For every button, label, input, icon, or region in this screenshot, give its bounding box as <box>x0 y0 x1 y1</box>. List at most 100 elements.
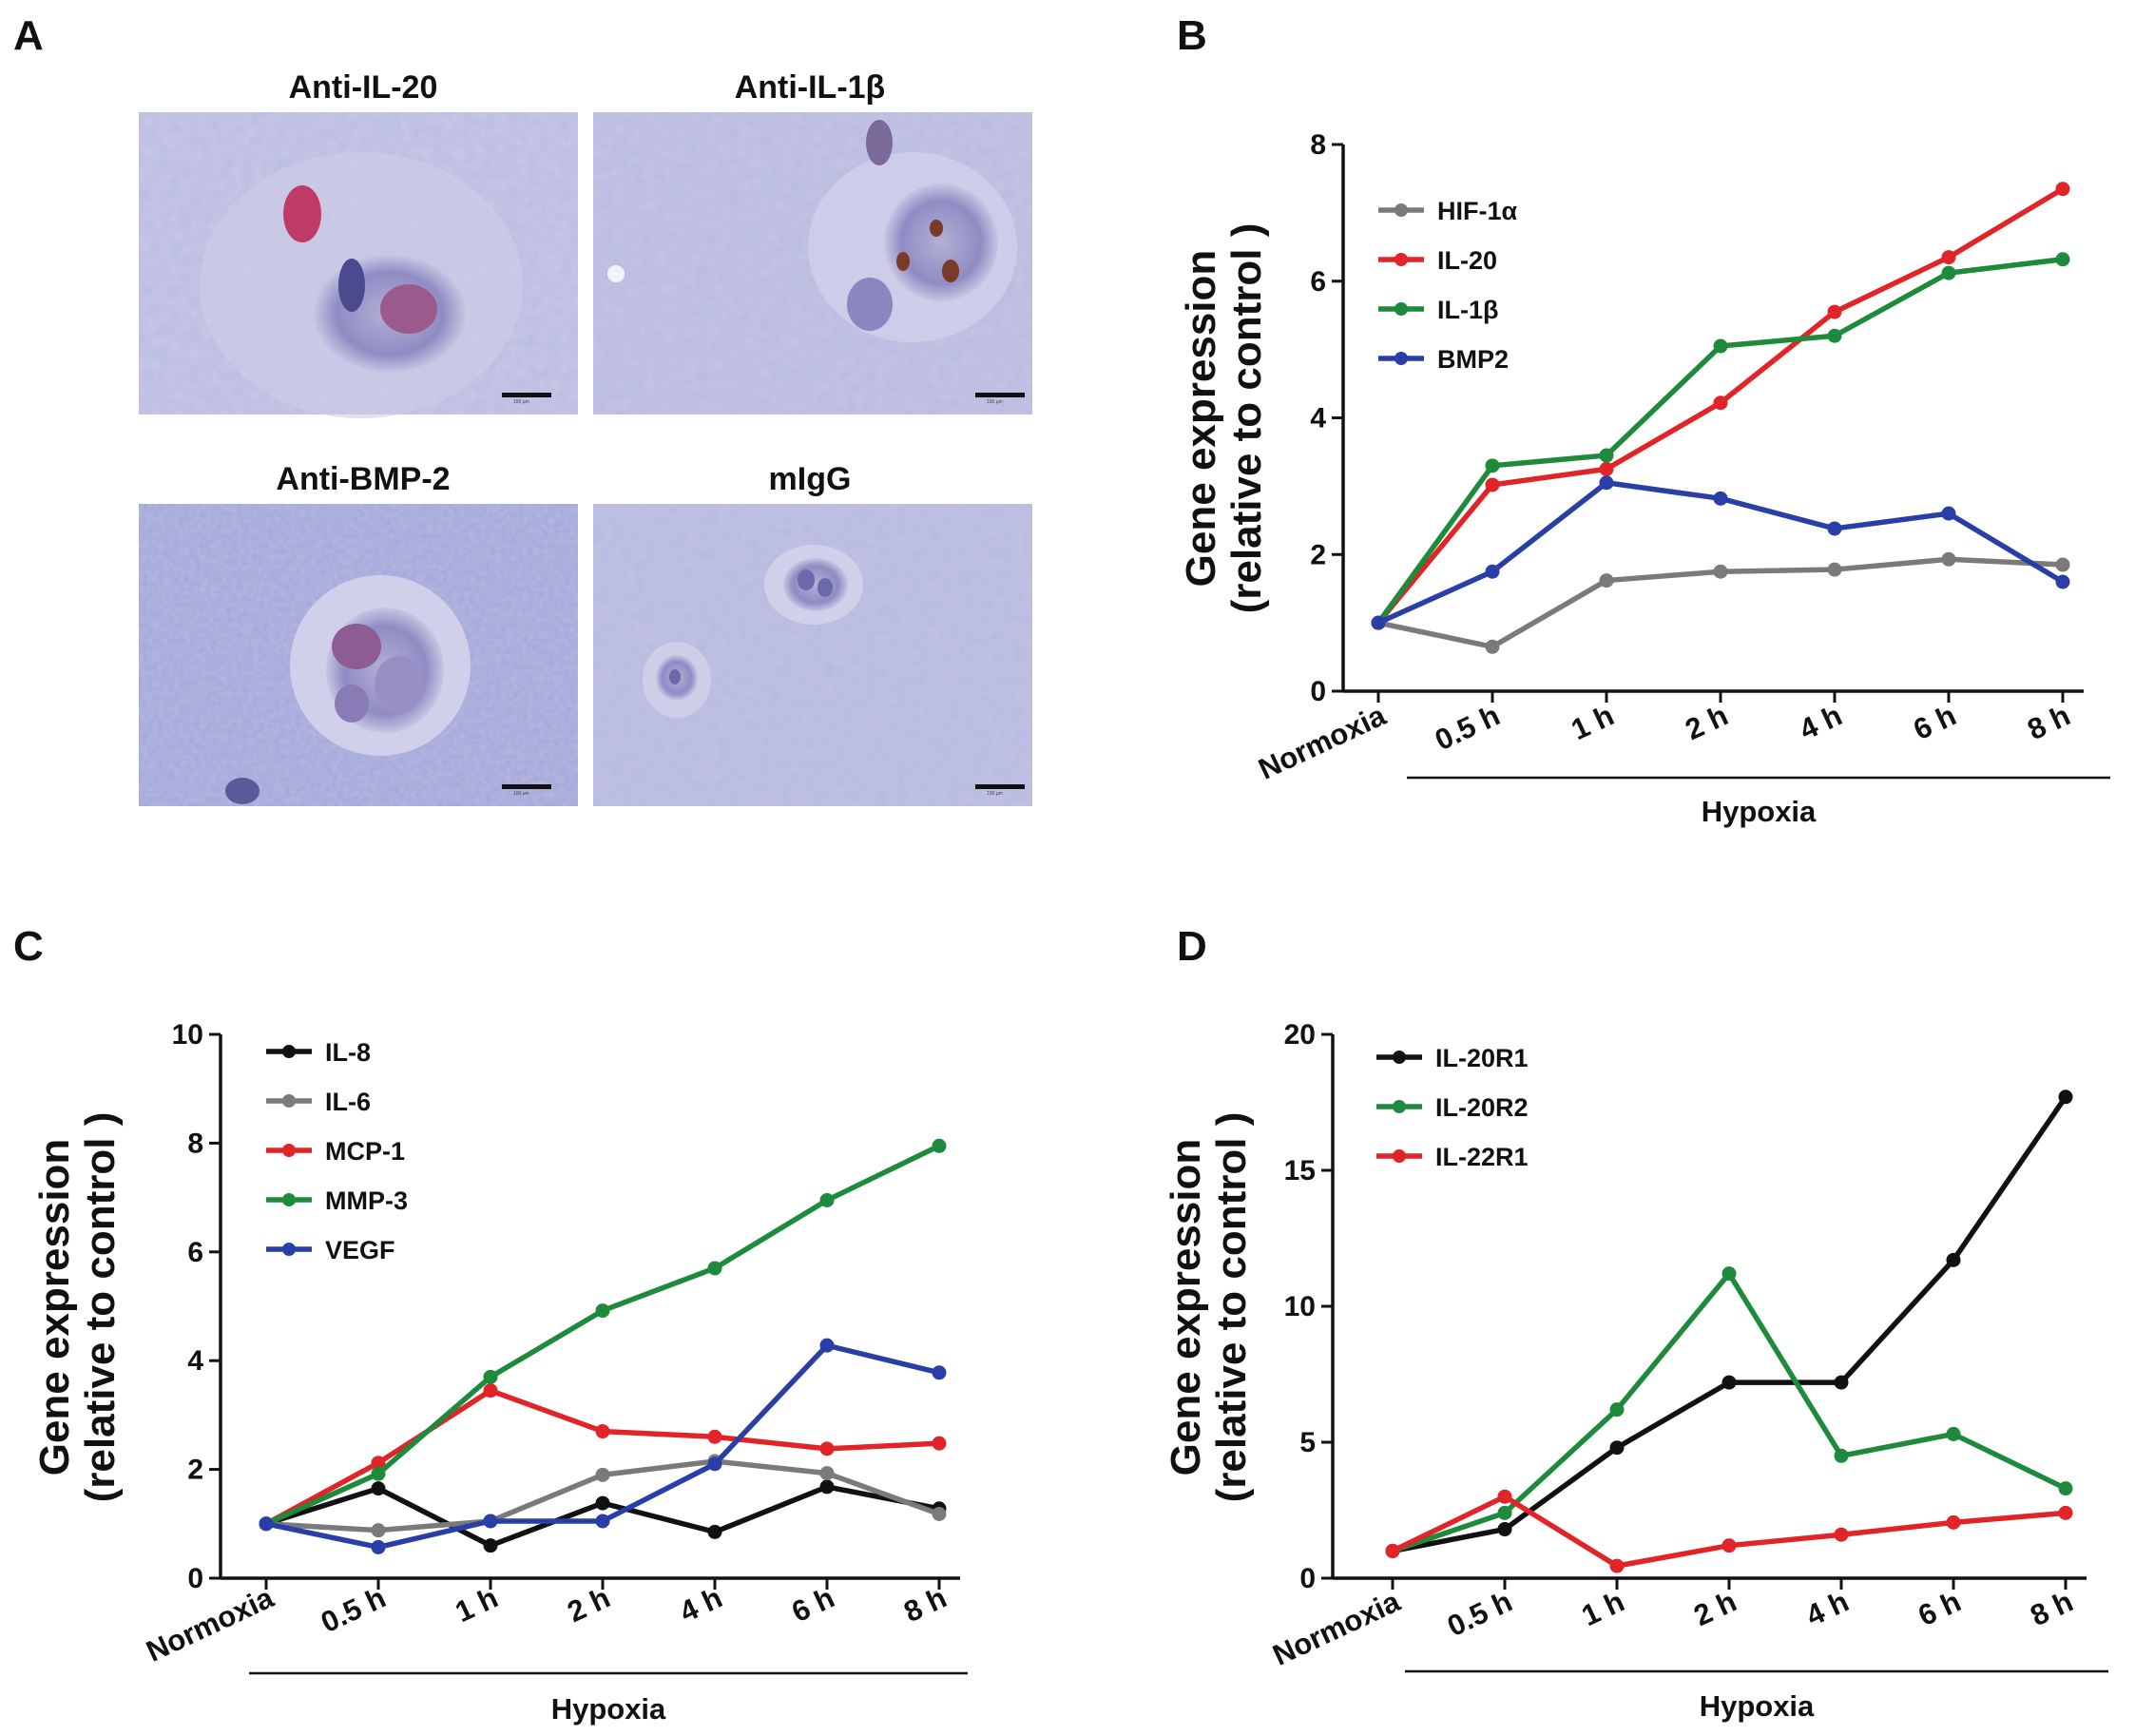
data-point-c-0-1 <box>371 1481 386 1496</box>
data-point-d-1-4 <box>1834 1448 1849 1463</box>
data-point-d-2-5 <box>1946 1514 1961 1530</box>
y-tick-label-d-2: 10 <box>1284 1291 1316 1322</box>
y-tick-label-c-1: 2 <box>187 1455 203 1486</box>
x-category-label-b-1: 0.5 h <box>1430 699 1505 758</box>
x-category-label-c-2: 1 h <box>451 1581 503 1630</box>
x-category-label-b-4: 4 h <box>1795 699 1847 747</box>
micrograph-title-il20: Anti-IL-20 <box>289 69 438 106</box>
data-point-d-1-5 <box>1946 1426 1961 1441</box>
x-category-label-c-3: 2 h <box>563 1581 615 1630</box>
scale-bar-label-4: 100 µm <box>987 791 1003 797</box>
data-point-b-0-2 <box>1599 573 1614 588</box>
legend-label-d-0: IL-20R1 <box>1435 1044 1529 1072</box>
data-point-c-3-2 <box>483 1369 498 1384</box>
legend-label-c-2: MCP-1 <box>325 1137 405 1166</box>
data-point-b-2-6 <box>2055 252 2070 267</box>
scale-bar-label-3: 100 µm <box>513 791 529 797</box>
data-point-b-0-5 <box>1941 551 1956 567</box>
data-point-c-3-4 <box>707 1261 722 1276</box>
legend-label-d-1: IL-20R2 <box>1435 1093 1529 1122</box>
y-tick-label-c-2: 4 <box>187 1345 203 1377</box>
legend-marker-c-0 <box>282 1045 296 1058</box>
y-tick-label-b-3: 6 <box>1310 266 1326 298</box>
y-axis-title-d: Gene expression <box>1163 1139 1209 1476</box>
panel-a-micrographs: Anti-IL-20 Anti-IL-1β Anti-BMP-2 mIgG 10… <box>139 69 1032 806</box>
scale-bar-label-2: 100 µm <box>987 399 1003 405</box>
data-point-b-2-3 <box>1713 338 1728 354</box>
chart-panel-c: 0 2 4 6 8 10 Normoxia 0.5 h 1 h 2 h 4 h 6 h 8 h Hypox… <box>31 1019 968 1726</box>
data-point-c-1-1 <box>371 1523 386 1538</box>
data-point-d-0-5 <box>1946 1252 1961 1267</box>
data-point-b-2-4 <box>1827 328 1842 343</box>
data-point-c-1-6 <box>932 1507 947 1522</box>
panel-letter-c: C <box>13 923 44 970</box>
data-point-d-2-6 <box>2058 1505 2073 1520</box>
series-line-d-1 <box>1392 1270 2068 1554</box>
data-point-d-0-3 <box>1721 1375 1737 1390</box>
legend-label-c-4: VEGF <box>325 1236 395 1264</box>
legend-marker-c-1 <box>282 1094 296 1108</box>
data-point-b-2-2 <box>1599 448 1614 463</box>
data-point-c-4-2 <box>483 1514 498 1529</box>
y-tick-label-c-3: 6 <box>187 1237 203 1268</box>
data-point-c-2-5 <box>819 1441 835 1456</box>
micrograph-anti-bmp2: 100 µm <box>139 504 578 806</box>
data-point-c-4-6 <box>932 1365 947 1380</box>
micrograph-anti-il20: 100 µm <box>139 112 578 418</box>
x-category-label-b-0: Normoxia <box>1254 698 1392 785</box>
data-point-d-2-0 <box>1385 1543 1400 1558</box>
x-category-label-b-5: 6 h <box>1909 699 1961 747</box>
data-point-b-1-6 <box>2055 182 2070 197</box>
x-category-label-b-6: 8 h <box>2023 699 2075 747</box>
data-point-c-3-1 <box>371 1466 386 1481</box>
data-point-b-0-3 <box>1713 564 1728 579</box>
data-point-b-2-5 <box>1941 265 1956 280</box>
x-category-label-b-2: 1 h <box>1567 699 1619 747</box>
y-tick-label-d-1: 5 <box>1299 1427 1316 1458</box>
x-category-label-c-4: 4 h <box>675 1581 727 1630</box>
x-category-label-d-6: 8 h <box>2026 1585 2078 1633</box>
data-point-c-4-4 <box>707 1456 722 1472</box>
x-category-label-d-0: Normoxia <box>1268 1584 1406 1671</box>
data-point-b-1-4 <box>1827 304 1842 319</box>
y-tick-label-b-4: 8 <box>1310 129 1326 161</box>
data-point-d-0-1 <box>1497 1522 1512 1537</box>
legend-label-c-0: IL-8 <box>325 1038 371 1067</box>
y-tick-label-b-2: 4 <box>1310 403 1326 434</box>
data-point-c-3-6 <box>932 1138 947 1153</box>
data-point-d-2-2 <box>1609 1558 1625 1573</box>
data-point-c-4-1 <box>371 1539 386 1554</box>
x-category-label-c-6: 8 h <box>899 1581 952 1630</box>
data-point-c-0-3 <box>595 1495 610 1511</box>
y-axis-title-b: Gene expression <box>1178 250 1224 588</box>
data-point-d-0-2 <box>1609 1440 1625 1456</box>
chart-panel-d: 0 5 10 15 20 Normoxia 0.5 h 1 h 2 h 4 h 6 h 8 h Hypo… <box>1163 1019 2108 1723</box>
data-point-d-0-4 <box>1834 1375 1849 1390</box>
micrograph-title-migg: mIgG <box>769 461 852 497</box>
data-point-d-1-2 <box>1609 1402 1625 1418</box>
legend-label-b-1: IL-20 <box>1437 246 1497 275</box>
data-point-b-3-5 <box>1941 506 1956 521</box>
x-category-label-d-1: 0.5 h <box>1442 1585 1517 1644</box>
data-point-b-3-2 <box>1599 475 1614 491</box>
data-point-c-1-3 <box>595 1467 610 1482</box>
legend-label-b-3: BMP2 <box>1437 345 1509 374</box>
legend-marker-d-0 <box>1393 1051 1406 1064</box>
panel-letter-a: A <box>13 12 44 59</box>
data-point-d-2-4 <box>1834 1527 1849 1542</box>
data-point-c-3-5 <box>819 1192 835 1207</box>
hypoxia-label-c: Hypoxia <box>551 1692 666 1726</box>
x-category-label-d-2: 1 h <box>1577 1585 1629 1633</box>
data-point-c-2-2 <box>483 1383 498 1398</box>
data-point-b-1-1 <box>1485 477 1500 492</box>
panel-letter-d: D <box>1177 923 1207 970</box>
x-category-label-d-3: 2 h <box>1689 1585 1741 1633</box>
data-point-c-2-1 <box>371 1456 386 1471</box>
x-category-label-b-3: 2 h <box>1681 699 1733 747</box>
y-tick-label-d-4: 20 <box>1284 1019 1316 1051</box>
y-tick-label-c-0: 0 <box>187 1563 203 1594</box>
data-point-b-2-1 <box>1485 458 1500 473</box>
legend-marker-d-1 <box>1393 1100 1406 1113</box>
x-category-label-c-0: Normoxia <box>142 1580 279 1668</box>
data-point-b-3-3 <box>1713 491 1728 506</box>
